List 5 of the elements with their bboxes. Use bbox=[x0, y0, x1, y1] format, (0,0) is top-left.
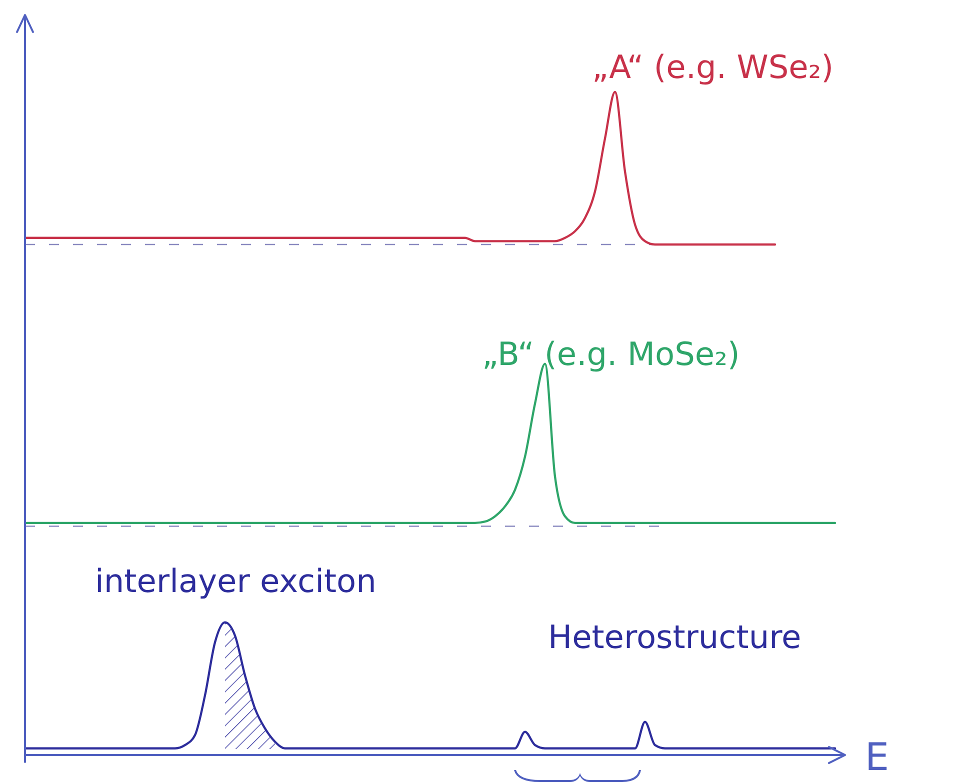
x-axis-title: E bbox=[865, 735, 890, 779]
annotation: „B“ (e.g. MoSe₂) bbox=[482, 335, 740, 373]
annotation: interlayer exciton bbox=[95, 562, 376, 600]
text: „A“ (e.g. WSe₂) bbox=[592, 48, 834, 86]
annotation: Heterostructure bbox=[548, 618, 802, 656]
